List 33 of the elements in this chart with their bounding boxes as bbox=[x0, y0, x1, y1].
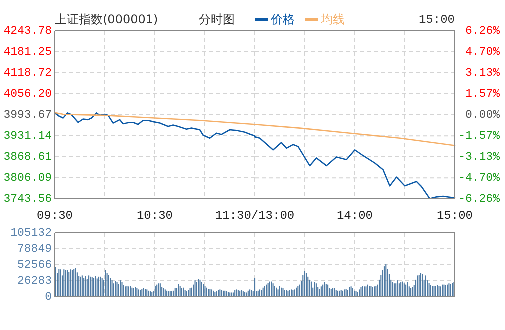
y-tick-label: 3743.56 bbox=[4, 193, 52, 206]
x-tick-label: 14:00 bbox=[336, 209, 374, 224]
y2-tick-label: 1.57% bbox=[465, 88, 500, 101]
text: 15:00 bbox=[418, 13, 455, 28]
y2-tick-label: 3.13% bbox=[465, 67, 500, 80]
y-tick-label: 0 bbox=[45, 291, 52, 304]
y2-tick-label: 0.00% bbox=[465, 109, 500, 122]
y-tick-label: 3868.61 bbox=[4, 151, 52, 164]
y-tick-label: 3931.14 bbox=[4, 130, 52, 144]
legend-label: 均线 bbox=[320, 12, 345, 26]
y-tick-label: 3806.09 bbox=[4, 172, 52, 186]
y-tick-label: 3993.67 bbox=[4, 109, 52, 122]
y-tick-label: 4056.20 bbox=[4, 88, 52, 102]
y-tick-label: 52566 bbox=[17, 259, 52, 272]
y-tick-label: 105132 bbox=[10, 227, 52, 240]
x-tick-label: 10:30 bbox=[136, 209, 174, 224]
y-tick-label: 4243.78 bbox=[4, 25, 52, 38]
y2-tick-label: -3.13% bbox=[458, 151, 500, 164]
y2-tick-label: -4.70% bbox=[458, 172, 500, 186]
chart-title: 上证指数(000001) bbox=[55, 12, 158, 26]
y2-tick-label: 4.70% bbox=[465, 46, 500, 59]
x-tick-label: 11:30/13:00 bbox=[215, 209, 295, 224]
y2-tick-label: 6.26% bbox=[465, 25, 500, 38]
y-tick-label: 26283 bbox=[17, 275, 52, 288]
y-tick-label: 4181.25 bbox=[4, 46, 52, 60]
y-tick-label: 4118.72 bbox=[4, 67, 52, 80]
y-tick-label: 78849 bbox=[17, 243, 52, 256]
legend-label: 价格 bbox=[270, 12, 295, 26]
chart-subtitle: 分时图 bbox=[199, 12, 235, 26]
x-tick-label: 09:30 bbox=[36, 209, 74, 224]
y2-tick-label: -6.26% bbox=[458, 193, 500, 206]
x-tick-label: 15:00 bbox=[436, 209, 474, 224]
y2-tick-label: -1.57% bbox=[458, 130, 500, 144]
